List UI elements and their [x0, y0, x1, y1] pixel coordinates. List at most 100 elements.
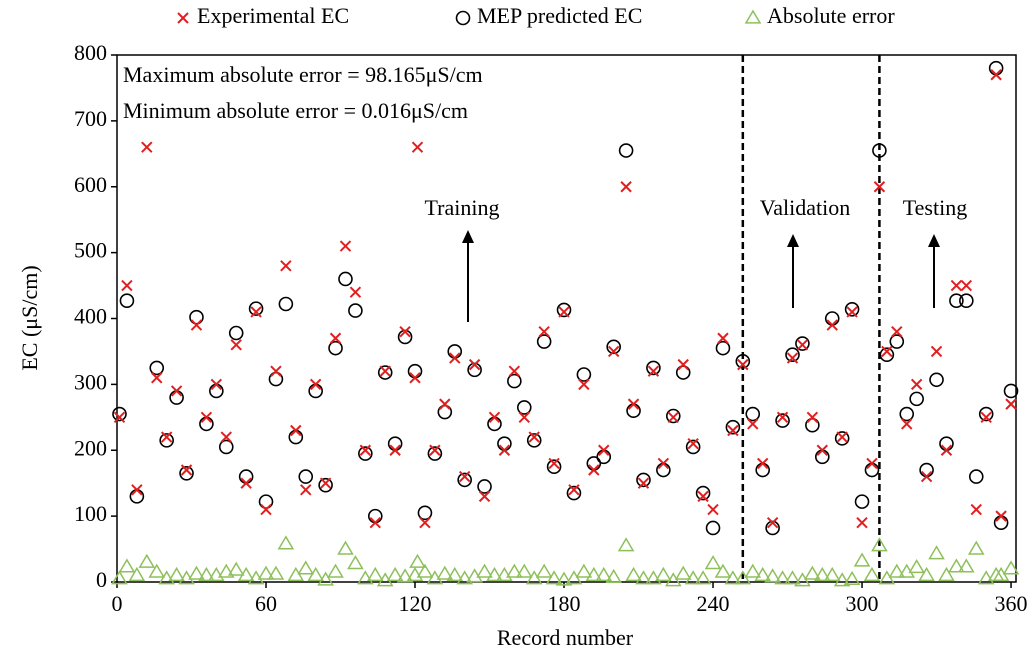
x-tick-label: 360 [995, 591, 1028, 616]
legend-label: Experimental EC [197, 3, 349, 28]
x-tick-label: 300 [846, 591, 879, 616]
point [240, 477, 252, 489]
point [199, 416, 214, 432]
point [948, 558, 965, 573]
point [747, 418, 759, 430]
point [898, 563, 916, 578]
point [538, 325, 550, 338]
point [288, 429, 304, 445]
point [446, 566, 464, 582]
point [910, 378, 923, 391]
point [814, 449, 830, 465]
point [853, 552, 871, 567]
point [735, 354, 751, 369]
point [366, 566, 384, 582]
point [188, 565, 205, 580]
point [987, 566, 1005, 582]
y-tick-label: 600 [74, 172, 107, 197]
point [764, 568, 781, 583]
point [950, 279, 963, 292]
point [854, 494, 870, 509]
point [113, 411, 126, 424]
point [620, 181, 632, 193]
point [409, 372, 421, 384]
point [705, 520, 721, 536]
point [497, 436, 512, 451]
legend-label: MEP predicted EC [477, 3, 642, 28]
point [498, 444, 511, 456]
point [891, 325, 903, 338]
point [318, 477, 333, 493]
point [300, 484, 312, 496]
x-tick-label: 240 [697, 591, 730, 616]
point [685, 439, 701, 455]
point [308, 383, 323, 399]
point [816, 444, 829, 456]
legend-label: Absolute error [767, 3, 895, 28]
point [625, 566, 642, 582]
point [823, 566, 841, 582]
point [328, 340, 343, 356]
y-tick-label: 500 [74, 238, 107, 263]
point [606, 339, 621, 355]
point [576, 367, 592, 382]
point [488, 411, 501, 424]
point [548, 457, 560, 470]
point [980, 411, 992, 424]
point [168, 566, 185, 582]
point [585, 566, 603, 582]
point [349, 286, 362, 298]
point [826, 319, 838, 331]
y-tick-label: 700 [74, 106, 107, 131]
point [545, 570, 563, 585]
point [298, 469, 314, 484]
point [209, 383, 224, 399]
point [111, 570, 128, 585]
point [447, 344, 463, 359]
point [776, 411, 789, 424]
point [786, 352, 799, 364]
point [938, 566, 955, 582]
point [528, 431, 540, 443]
point [677, 358, 689, 371]
point [238, 469, 254, 484]
point [920, 470, 933, 483]
y-tick-label: 0 [96, 567, 107, 592]
point [873, 181, 886, 193]
point [888, 563, 906, 578]
point [977, 570, 995, 585]
y-tick-label: 100 [74, 501, 107, 526]
point [230, 339, 242, 351]
point [939, 436, 954, 451]
point [327, 563, 344, 578]
point [889, 334, 905, 349]
point [339, 240, 352, 252]
point [260, 503, 272, 516]
point [329, 332, 342, 344]
point [477, 479, 492, 494]
point [319, 477, 332, 489]
point [131, 484, 143, 496]
point [170, 385, 183, 397]
point [396, 568, 414, 583]
point [627, 398, 640, 410]
point [635, 570, 652, 585]
point [697, 490, 709, 503]
region-label: Testing [903, 195, 967, 220]
x-tick-label: 60 [255, 591, 277, 616]
point [419, 517, 431, 529]
point [457, 472, 472, 488]
point [367, 508, 383, 524]
point [290, 424, 302, 437]
point [990, 69, 1002, 81]
point [409, 553, 426, 568]
point [856, 517, 868, 529]
point [684, 570, 702, 585]
point [796, 339, 809, 351]
point [566, 485, 582, 501]
point [674, 565, 692, 580]
point [180, 464, 193, 476]
point [813, 566, 831, 582]
point [988, 60, 1004, 76]
point [141, 141, 153, 153]
